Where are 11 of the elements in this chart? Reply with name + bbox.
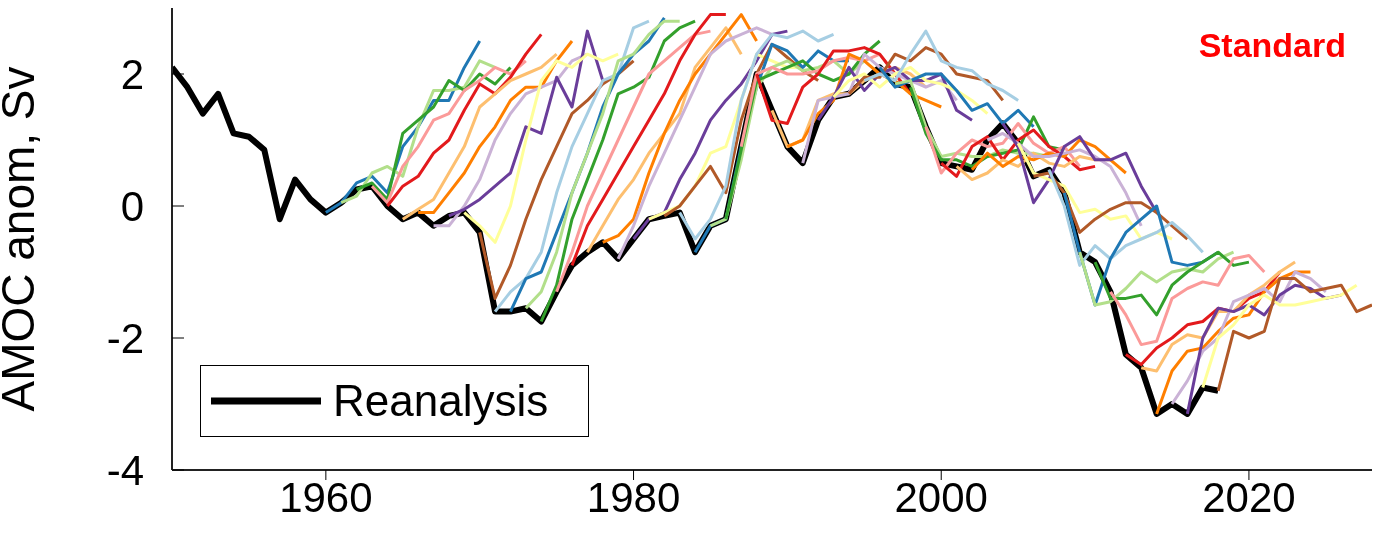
x-tick-label: 2020 <box>1202 473 1296 521</box>
x-tick-label: 2000 <box>894 473 988 521</box>
y-axis-title: AMOC anom, Sv <box>0 66 45 412</box>
y-tick-label: 0 <box>120 182 144 230</box>
annotation: Standard <box>1198 26 1346 65</box>
legend-label: Reanalysis <box>333 376 549 426</box>
y-tick-label: 2 <box>120 50 144 98</box>
x-tick-label: 1980 <box>586 473 681 521</box>
y-tick-label: -4 <box>106 446 144 494</box>
y-tick-label: -2 <box>106 314 144 362</box>
x-tick-label: 1960 <box>279 473 373 521</box>
